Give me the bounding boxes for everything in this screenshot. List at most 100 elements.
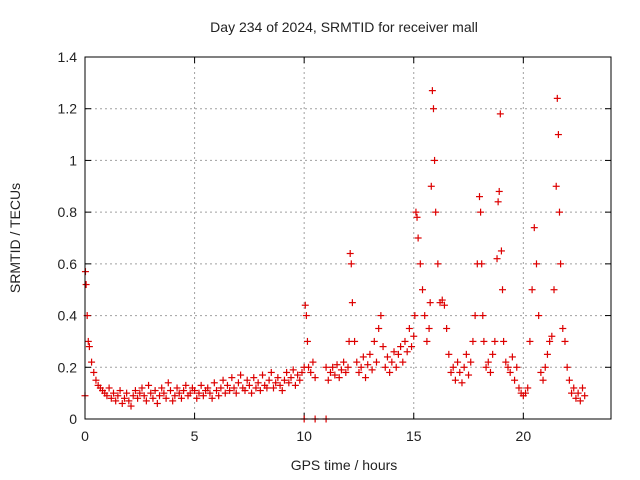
data-point [162, 394, 170, 402]
data-point [502, 358, 510, 366]
data-point [513, 363, 521, 371]
data-point [532, 260, 540, 268]
data-point [412, 208, 420, 216]
data-point [447, 368, 455, 376]
data-point [298, 368, 306, 376]
data-point [123, 389, 131, 397]
y-tick-label: 0.2 [58, 359, 78, 375]
data-point [160, 389, 168, 397]
data-point [114, 392, 122, 400]
data-point [359, 353, 367, 361]
data-point [469, 337, 477, 345]
x-tick-label: 15 [406, 428, 422, 444]
data-point [451, 376, 459, 384]
data-point [241, 387, 249, 395]
data-point [392, 363, 400, 371]
data-point [375, 325, 383, 332]
data-point [535, 312, 543, 320]
data-point [408, 343, 416, 351]
data-point [243, 376, 251, 384]
data-point [234, 379, 242, 387]
data-point [530, 224, 538, 232]
data-point [171, 392, 179, 400]
x-tick-label: 5 [191, 428, 199, 444]
data-point [88, 358, 96, 366]
data-point [322, 363, 330, 371]
data-point [84, 337, 92, 345]
data-point [377, 312, 385, 320]
data-point [346, 250, 354, 258]
data-point [559, 325, 567, 332]
data-point [248, 389, 256, 397]
data-point [353, 358, 361, 366]
y-tick-label: 0.4 [58, 308, 78, 324]
data-point [259, 371, 267, 379]
data-point [386, 368, 394, 376]
y-tick-label: 1 [69, 152, 77, 168]
data-point [199, 392, 207, 400]
data-point [456, 368, 464, 376]
data-point [465, 371, 473, 379]
data-point [460, 363, 468, 371]
data-point [340, 358, 348, 366]
data-point [419, 286, 427, 294]
data-point [305, 363, 313, 371]
data-point [511, 376, 519, 384]
data-point [546, 337, 554, 345]
data-point [169, 397, 177, 405]
data-point [553, 94, 561, 102]
x-tick-label: 10 [296, 428, 312, 444]
data-point [414, 234, 422, 242]
data-point [548, 332, 556, 340]
data-point [237, 371, 245, 379]
y-tick-label: 1.2 [58, 101, 78, 117]
data-point [153, 399, 161, 407]
data-point [416, 260, 424, 268]
grid-lines [85, 57, 611, 419]
data-point [303, 337, 311, 345]
data-point [403, 348, 411, 356]
data-point [484, 358, 492, 366]
data-point [127, 402, 135, 410]
data-point [85, 343, 93, 351]
data-point [265, 376, 273, 384]
data-point [370, 337, 378, 345]
data-point [245, 381, 253, 389]
data-point [434, 260, 442, 268]
data-point [515, 384, 523, 392]
data-point [250, 374, 258, 382]
data-point [291, 381, 299, 389]
data-point [191, 387, 199, 395]
data-point [276, 381, 284, 389]
data-point [372, 358, 380, 366]
data-point [438, 296, 446, 304]
data-point [486, 368, 494, 376]
data-point [278, 387, 286, 395]
data-point [337, 366, 345, 374]
data-point [333, 361, 341, 369]
data-point [478, 260, 486, 268]
data-point [347, 260, 355, 268]
plot-border [84, 56, 612, 420]
data-point [357, 363, 365, 371]
data-point [206, 389, 214, 397]
data-point [296, 376, 304, 384]
data-point [411, 312, 419, 320]
data-point [204, 384, 212, 392]
data-point [506, 368, 514, 376]
data-point [118, 399, 126, 407]
data-point [90, 368, 98, 376]
data-point [134, 394, 142, 402]
data-point [410, 332, 418, 340]
data-point [390, 348, 398, 356]
data-point [526, 337, 534, 345]
y-tick-label: 1.4 [58, 49, 78, 65]
data-point [116, 387, 124, 395]
data-point [223, 381, 231, 389]
data-point [555, 208, 563, 216]
data-point [82, 281, 90, 289]
data-point [496, 110, 504, 118]
data-point [149, 394, 157, 402]
data-point [287, 374, 295, 382]
